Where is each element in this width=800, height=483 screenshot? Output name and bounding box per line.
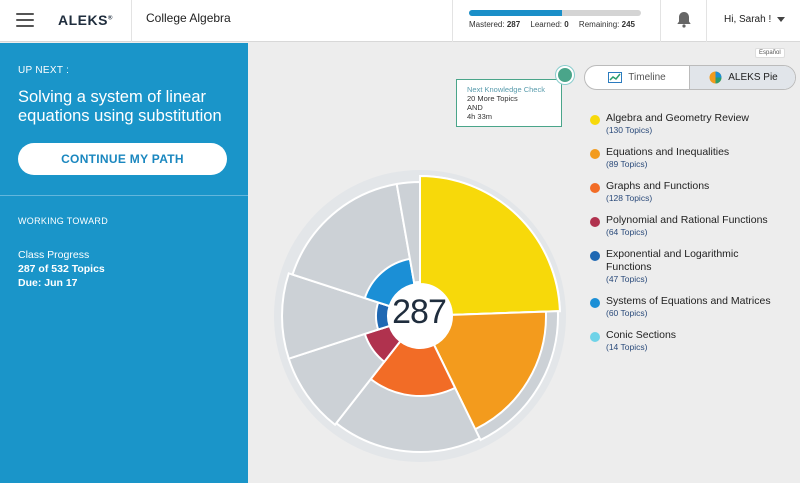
mastered-count: 287 bbox=[506, 20, 521, 29]
course-progress: Mastered: 287 Learned: 0 Remaining: 245 bbox=[469, 10, 641, 29]
legend-color-dot bbox=[590, 115, 600, 125]
timeline-label: Timeline bbox=[628, 72, 666, 83]
remaining-label: Remaining: bbox=[578, 20, 620, 29]
pie-chart-icon bbox=[709, 71, 722, 84]
legend-item[interactable]: Graphs and Functions (128 Topics) bbox=[590, 180, 800, 204]
legend-item[interactable]: Equations and Inequalities (89 Topics) bbox=[590, 146, 800, 170]
legend-name: Systems of Equations and Matrices bbox=[606, 295, 771, 307]
legend-count: (128 Topics) bbox=[606, 193, 653, 203]
legend-count: (130 Topics) bbox=[606, 125, 653, 135]
legend-name: Algebra and Geometry Review bbox=[606, 112, 749, 124]
menu-icon[interactable] bbox=[16, 13, 34, 27]
legend-color-dot bbox=[590, 298, 600, 308]
chevron-down-icon bbox=[777, 16, 786, 22]
pie-center-hub bbox=[388, 284, 452, 348]
legend-color-dot bbox=[590, 149, 600, 159]
learned-label: Learned: bbox=[530, 20, 562, 29]
bell-icon[interactable] bbox=[676, 11, 692, 28]
logo-text: ALEKS bbox=[58, 12, 108, 28]
knowledge-check-tooltip: Next Knowledge Check 20 More Topics AND … bbox=[456, 79, 562, 127]
header-divider bbox=[131, 0, 132, 42]
legend-count: (14 Topics) bbox=[606, 342, 648, 352]
legend-item[interactable]: Systems of Equations and Matrices (60 Top… bbox=[590, 295, 800, 319]
knowledge-check-title: Next Knowledge Check bbox=[467, 85, 545, 94]
legend-count: (64 Topics) bbox=[606, 227, 648, 237]
timeline-tab[interactable]: Timeline bbox=[585, 66, 689, 89]
line-chart-icon bbox=[608, 72, 623, 83]
legend-name: Conic Sections bbox=[606, 329, 677, 341]
legend-item[interactable]: Exponential and Logarithmic Functions (47… bbox=[590, 248, 800, 285]
next-topic-title: Solving a system of linear equations usi… bbox=[18, 88, 222, 125]
legend-item[interactable]: Algebra and Geometry Review (130 Topics) bbox=[590, 112, 800, 136]
espanol-link[interactable]: Español bbox=[755, 48, 785, 58]
legend-name: Exponential and Logarithmic Functions bbox=[606, 248, 739, 273]
remaining-count: 245 bbox=[621, 20, 635, 29]
knowledge-check-icon[interactable] bbox=[556, 66, 574, 84]
legend-item[interactable]: Polynomial and Rational Functions (64 Top… bbox=[590, 214, 800, 238]
knowledge-check-time: 4h 33m bbox=[467, 112, 493, 121]
aleks-logo[interactable]: ALEKS® bbox=[58, 12, 113, 28]
course-title: College Algebra bbox=[146, 11, 231, 25]
user-menu[interactable]: Hi, Sarah ! bbox=[724, 14, 786, 25]
class-progress-label: Class Progress bbox=[18, 249, 90, 261]
class-progress: Class Progress 287 of 532 Topics Due: Ju… bbox=[18, 248, 105, 290]
header-divider bbox=[452, 0, 453, 42]
legend-color-dot bbox=[590, 332, 600, 342]
header-divider bbox=[660, 0, 661, 42]
progress-bar-fill bbox=[469, 10, 562, 16]
view-toggle: Timeline ALEKS Pie bbox=[584, 65, 796, 90]
legend-count: (60 Topics) bbox=[606, 308, 648, 318]
progress-bar bbox=[469, 10, 641, 16]
legend-name: Equations and Inequalities bbox=[606, 146, 730, 158]
left-panel: UP NEXT : Solving a system of linear equ… bbox=[0, 43, 248, 483]
progress-stats: Mastered: 287 Learned: 0 Remaining: 245 bbox=[469, 20, 641, 29]
left-panel-divider bbox=[0, 195, 248, 196]
top-bar: ALEKS® College Algebra Mastered: 287 Lea… bbox=[0, 0, 800, 42]
legend-name: Graphs and Functions bbox=[606, 180, 710, 192]
user-greeting: Hi, Sarah ! bbox=[724, 14, 772, 25]
legend-color-dot bbox=[590, 183, 600, 193]
legend-name: Polynomial and Rational Functions bbox=[606, 214, 768, 226]
up-next-label: UP NEXT : bbox=[18, 65, 70, 76]
knowledge-check-topics: 20 More Topics bbox=[467, 94, 518, 103]
due-date: Due: Jun 17 bbox=[18, 277, 78, 289]
logo-mark: ® bbox=[107, 15, 113, 22]
legend-item[interactable]: Conic Sections (14 Topics) bbox=[590, 329, 800, 353]
aleks-pie-tab[interactable]: ALEKS Pie bbox=[689, 66, 795, 89]
knowledge-check-and: AND bbox=[467, 103, 483, 112]
mastered-label: Mastered: bbox=[469, 20, 505, 29]
aleks-pie-chart bbox=[274, 170, 566, 462]
aleks-pie-label: ALEKS Pie bbox=[728, 72, 778, 83]
legend-color-dot bbox=[590, 217, 600, 227]
continue-my-path-button[interactable]: CONTINUE MY PATH bbox=[18, 143, 227, 175]
working-toward-label: WORKING TOWARD bbox=[18, 216, 109, 226]
pie-center-count: 287 bbox=[392, 292, 447, 331]
pie-legend: Algebra and Geometry Review (130 Topics) E… bbox=[590, 112, 800, 353]
learned-count: 0 bbox=[564, 20, 569, 29]
header-divider bbox=[706, 0, 707, 42]
topics-progress: 287 of 532 Topics bbox=[18, 263, 105, 275]
legend-count: (89 Topics) bbox=[606, 159, 648, 169]
legend-color-dot bbox=[590, 251, 600, 261]
legend-count: (47 Topics) bbox=[606, 274, 648, 284]
